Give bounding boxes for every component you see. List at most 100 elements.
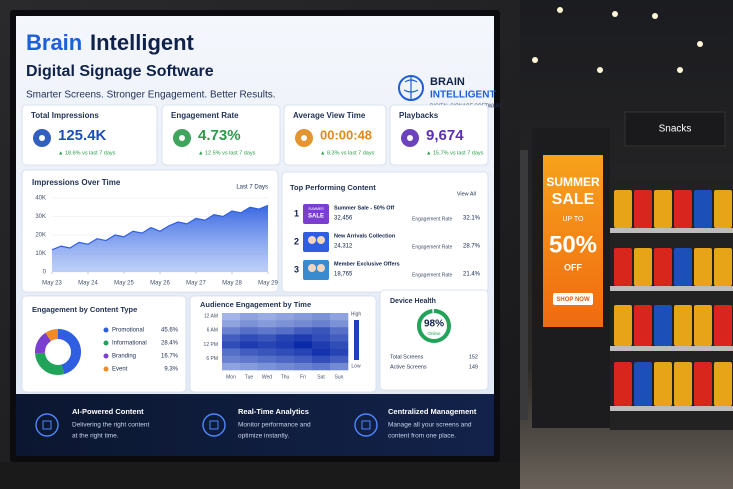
legend-dot (103, 327, 109, 333)
donut-segment (35, 329, 81, 375)
feature-icon-core (42, 420, 52, 430)
heat-cell (258, 362, 277, 371)
heat-cell (222, 313, 241, 321)
ring-value (417, 309, 451, 343)
poster-text: 50% (549, 231, 597, 258)
donut-segment (35, 329, 81, 375)
poster-text: SALE (552, 191, 595, 208)
content-metric: Engagement Rate (412, 272, 453, 278)
kpi-change: ▲ 8.3% vs last 7 days (320, 150, 375, 156)
kpi-icon-dot (179, 135, 185, 141)
chart-range: Last 7 Days (236, 185, 268, 191)
logo-text: INTELLIGENT (430, 90, 496, 101)
x-tick-label: May 26 (150, 281, 170, 287)
kpi-label: Average View Time (293, 111, 366, 120)
kpi-value: 125.4K (58, 127, 107, 144)
heat-cell (240, 341, 259, 349)
heat-cell (240, 362, 259, 371)
thumbnail (303, 260, 329, 280)
kpi-change: ▲ 15.7% vs last 7 days (426, 150, 484, 156)
chip-bag (614, 362, 632, 406)
rank: 1 (294, 208, 299, 218)
kpi-label: Playbacks (399, 111, 439, 120)
feature-text: Monitor performance and (238, 422, 311, 429)
legend-value: 28.4% (161, 341, 179, 347)
thumbnail-figure (317, 264, 325, 272)
ceiling-light (697, 41, 703, 47)
panel-title: Device Health (390, 298, 436, 305)
heat-cell (276, 348, 295, 357)
heat-cell (330, 341, 349, 349)
y-tick-label: 30K (35, 214, 46, 220)
title: Intelligent (90, 30, 195, 55)
heat-cell (222, 355, 241, 364)
x-tick-label: May 28 (222, 281, 242, 287)
kpi-icon-dot (39, 135, 45, 141)
panel-link: View All (457, 191, 476, 197)
content-name: New Arrivals Collection (334, 233, 396, 239)
rank: 2 (294, 236, 299, 246)
chip-bag (714, 362, 732, 406)
legend-label: Promotional (112, 328, 144, 334)
heat-cell (294, 327, 313, 335)
hour-label: 12 PM (204, 342, 218, 348)
title: Brain (26, 30, 82, 55)
heat-cell (312, 313, 331, 321)
card (21, 104, 158, 166)
hour-label: 12 AM (204, 313, 218, 319)
legend-label: Branding (112, 354, 136, 360)
heat-cell (222, 320, 241, 328)
feature-icon (354, 413, 378, 437)
content-rate: 28.7% (463, 244, 481, 250)
x-tick-label: May 23 (42, 281, 62, 287)
stat-value: 152 (469, 354, 478, 360)
heat-cell (294, 313, 313, 321)
heat-cell (222, 362, 241, 371)
heat-cell (330, 334, 349, 342)
heat-cell (222, 348, 241, 357)
heat-cell (276, 313, 295, 321)
poster-button (553, 293, 593, 305)
heat-cell (222, 334, 241, 342)
thumbnail (303, 232, 329, 252)
stat-value: 149 (469, 364, 478, 370)
panel-title: Audience Engagement by Time (200, 300, 311, 309)
chip-bag (634, 305, 652, 346)
day-label: Sat (317, 374, 325, 380)
heat-cell (330, 362, 349, 371)
content-count: 24,312 (334, 244, 353, 250)
content-metric: Engagement Rate (412, 216, 453, 222)
ceiling-light (532, 57, 538, 63)
sign-text: Snacks (659, 124, 692, 135)
kpi-change: ▲ 18.6% vs last 7 days (58, 150, 116, 156)
shelf (610, 346, 733, 351)
aisle-shelf (520, 150, 528, 420)
hour-label: 6 PM (206, 356, 218, 362)
day-label: Fri (300, 374, 306, 380)
thumbnail-figure (308, 264, 316, 272)
area-fill (52, 205, 268, 272)
chip-bag (714, 248, 732, 286)
heat-cell (294, 362, 313, 371)
feature-text: at the right time. (72, 433, 119, 440)
legend-label: Informational (112, 341, 147, 347)
legend-dot (103, 340, 109, 346)
heat-cell (240, 348, 259, 357)
chip-bag (674, 248, 692, 286)
ceiling-light (652, 13, 658, 19)
kpi-icon-dot (301, 135, 307, 141)
thumbnail (303, 204, 329, 224)
heat-cell (258, 327, 277, 335)
heat-cell (240, 334, 259, 342)
feature-text: content from one place. (388, 433, 456, 440)
chip-bag (634, 190, 652, 228)
feature-icon (202, 413, 226, 437)
heat-cell (330, 355, 349, 364)
heat-cell (294, 334, 313, 342)
content-rate: 32.1% (463, 216, 481, 222)
poster-text: UP TO (562, 216, 584, 223)
poster-button-text: SHOP NOW (556, 297, 590, 303)
heat-cell (312, 348, 331, 357)
day-label: Sun (335, 374, 344, 380)
